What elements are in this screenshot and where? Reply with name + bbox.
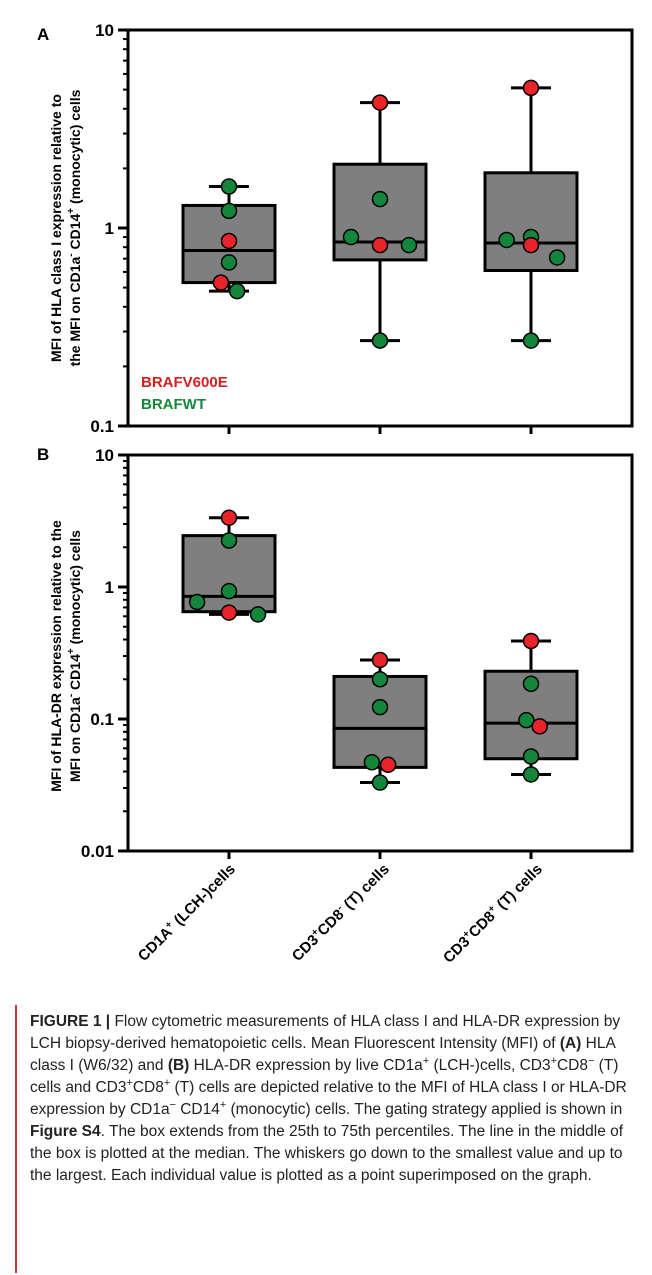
panel-a-point-brafwt-16: [548, 249, 566, 266]
legend: BRAFV600E BRAFWT: [141, 374, 228, 413]
x-category-label-1: CD3+CD8- (T) cells: [288, 860, 393, 965]
panel-b-y-tick-label-2: 1: [105, 578, 114, 597]
panel-b-point-brafwt-11: [371, 774, 389, 791]
panel-b-y-tick-label-3: 10: [95, 446, 114, 465]
panel-b-y-tick-label-0: 0.01: [81, 842, 114, 861]
panel-a-point-brafv600e-2: [220, 232, 238, 250]
panel-b-ylabel-line1: MFI of HLA-DR expression relative to the: [48, 520, 64, 792]
panel-a-point-brafwt-3: [220, 254, 238, 271]
legend-item-brafv600e: BRAFV600E: [141, 374, 228, 391]
panel-a-point-brafv600e-12: [522, 79, 540, 97]
x-category-label-0: CD1A+ (LCH-)cells: [134, 860, 239, 965]
panel-a-point-brafwt-11: [371, 332, 389, 349]
panel-a-point-brafwt-0: [220, 178, 238, 195]
panel-b-point-brafv600e-4: [220, 604, 238, 621]
panel-b-point-brafwt-7: [371, 671, 389, 688]
panel-b-point-brafv600e-15: [531, 718, 548, 735]
caption-rule: [15, 1005, 17, 1273]
panel-b-y-tick-label-1: 0.1: [90, 710, 114, 729]
panel-a-y-tick-label-1: 1: [105, 219, 114, 238]
panel-a-ylabel: MFI of HLA class I expression relative t…: [48, 89, 83, 366]
panel-b-ylabel-line2: MFI on CD1a- CD14+ (monocytic) cells: [66, 530, 83, 782]
panel-a-point-brafwt-10: [400, 236, 418, 254]
panel-a-point-brafwt-1: [220, 202, 238, 220]
panel-b-point-brafwt-13: [522, 675, 540, 692]
panel-a: A MFI of HLA class I expression relative…: [37, 21, 634, 436]
panel-b-point-brafv600e-12: [522, 632, 540, 650]
panel-b-point-brafwt-2: [220, 582, 238, 600]
panel-a-ylabel-line2: the MFI on CD1a- CD14+ (monocytic) cells: [66, 89, 83, 366]
panel-b-point-brafwt-8: [371, 698, 389, 716]
panel-a-point-brafv600e-6: [371, 94, 389, 111]
panel-a-point-brafwt-8: [342, 228, 360, 246]
panel-a-point-brafv600e-15: [522, 236, 540, 254]
panel-b-point-brafwt-17: [522, 766, 540, 783]
panel-b-point-brafwt-16: [522, 748, 540, 765]
panel-b-point-brafwt-3: [188, 593, 206, 611]
panel-b: B MFI of HLA-DR expression relative to t…: [37, 445, 634, 861]
x-axis-categories: CD1A+ (LCH-)cells CD3+CD8- (T) cells CD3…: [134, 860, 546, 967]
panel-a-plot: 0.1 1 10: [90, 21, 634, 436]
caption-figure-label: FIGURE 1 |: [30, 1013, 111, 1030]
panel-b-point-brafwt-1: [220, 532, 238, 549]
panel-a-point-brafwt-5: [228, 282, 246, 300]
panel-a-y-tick-label-0: 0.1: [90, 417, 114, 436]
panel-b-plot: 0.01 0.1 1 10: [81, 446, 634, 861]
legend-item-brafwt: BRAFWT: [141, 396, 206, 413]
panel-a-point-brafwt-17: [522, 332, 540, 349]
panel-a-y-tick-label-2: 10: [95, 21, 114, 40]
panel-a-point-brafv600e-4: [212, 274, 230, 291]
caption-figure-s4-link[interactable]: Figure S4: [30, 1123, 101, 1140]
caption-text: FIGURE 1 | Flow cytometric measurements …: [30, 1013, 627, 1184]
panel-a-point-brafv600e-9: [371, 236, 389, 254]
panel-b-point-brafwt-5: [249, 606, 267, 623]
panel-a-letter: A: [37, 25, 49, 44]
panel-a-point-brafwt-14: [498, 231, 515, 249]
panel-a-point-brafwt-7: [371, 190, 389, 208]
panel-a-ylabel-line1: MFI of HLA class I expression relative t…: [48, 94, 64, 362]
panel-b-point-brafwt-14: [518, 711, 535, 729]
panel-b-box-1: [332, 674, 428, 769]
panel-b-point-brafwt-9: [363, 754, 381, 771]
panel-b-point-brafv600e-0: [220, 509, 238, 526]
figure-chart: A MFI of HLA class I expression relative…: [37, 21, 634, 967]
x-category-label-2: CD3+CD8+ (T) cells: [439, 860, 545, 966]
figure-caption: FIGURE 1 | Flow cytometric measurements …: [0, 1005, 652, 1275]
panel-b-point-brafv600e-6: [371, 651, 389, 669]
panel-b-letter: B: [37, 445, 49, 464]
panel-b-ylabel: MFI of HLA-DR expression relative to the…: [48, 520, 83, 792]
panel-b-point-brafv600e-10: [379, 756, 397, 774]
